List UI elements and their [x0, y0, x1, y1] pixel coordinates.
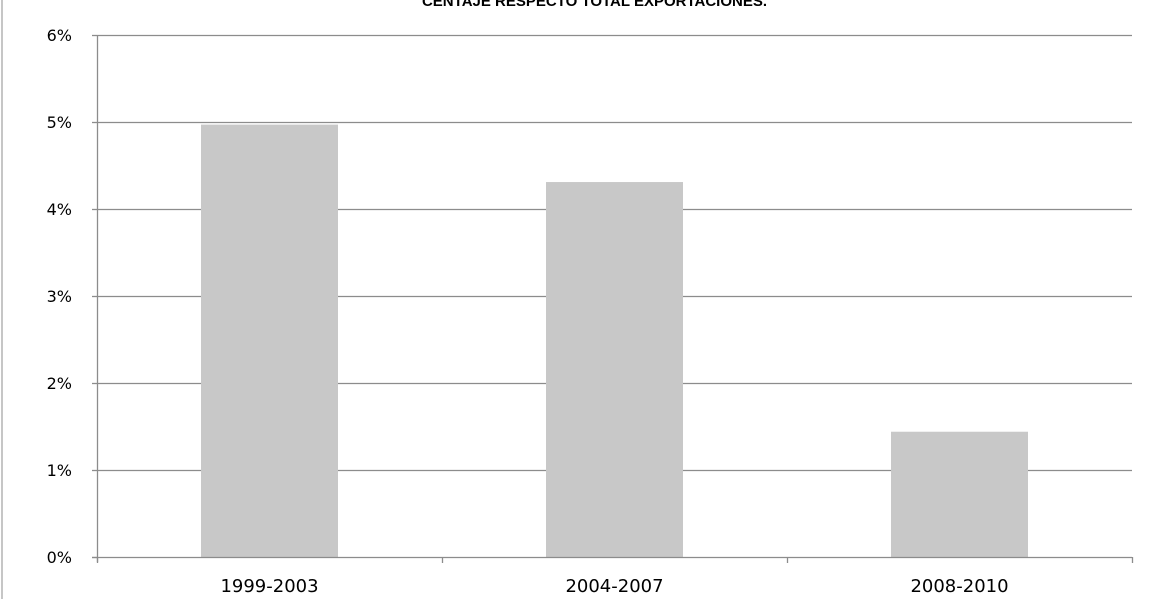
bar — [891, 431, 1028, 557]
x-tick-labels: 1999-2003 2004-2007 2008-2010 — [220, 576, 1008, 597]
bars — [201, 124, 1028, 558]
axes — [92, 34, 1134, 563]
y-tick-label: 3% — [47, 287, 72, 306]
y-tick-label: 6% — [47, 26, 72, 45]
chart-title: CENTAJE RESPECTO TOTAL EXPORTACIONES. — [422, 0, 767, 10]
bar — [546, 182, 683, 557]
y-tick-label: 5% — [47, 113, 72, 132]
y-tick-label: 2% — [47, 374, 72, 393]
y-tick-labels: 0% 1% 2% 3% 4% 5% 6% — [47, 26, 72, 567]
y-tick-label: 1% — [47, 461, 72, 480]
x-tick-label: 2008-2010 — [910, 576, 1008, 597]
y-tick-label: 4% — [47, 200, 72, 219]
x-tick-label: 1999-2003 — [220, 576, 318, 597]
x-tick-label: 2004-2007 — [565, 576, 663, 597]
bar — [201, 124, 338, 558]
y-tick-label: 0% — [47, 548, 72, 567]
